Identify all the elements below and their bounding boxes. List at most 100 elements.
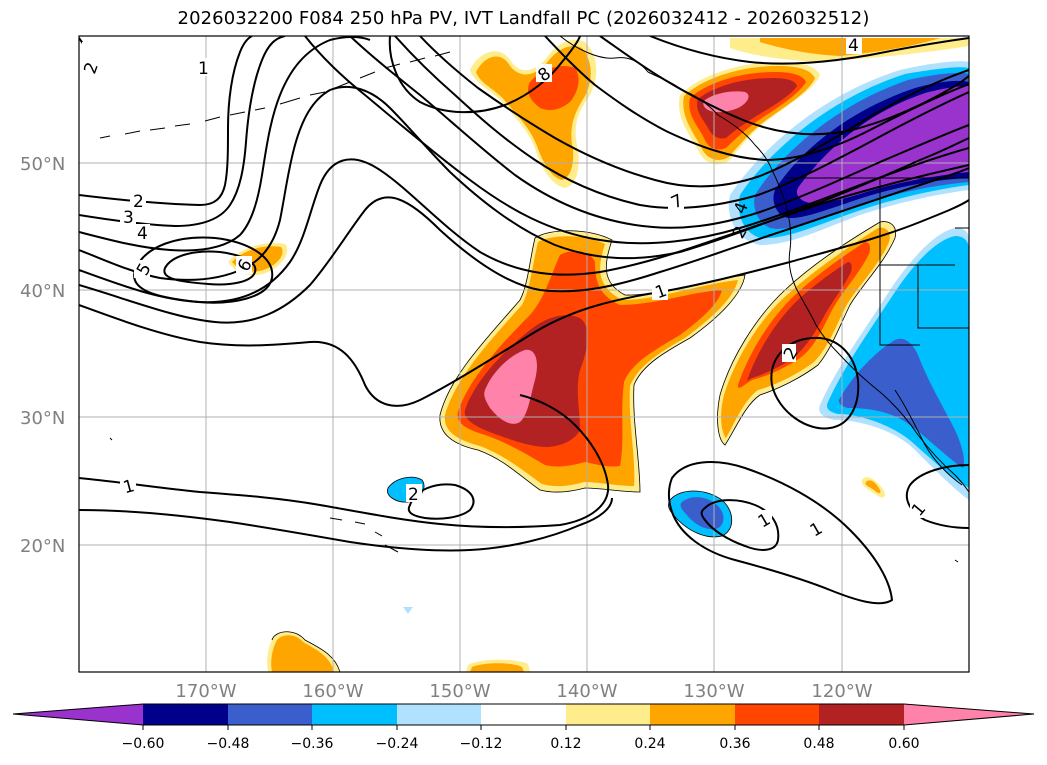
lat-label-20n: 20°N: [20, 536, 65, 557]
pv-contour-14: [544, 36, 969, 162]
pos-baja-patch-c7: [865, 480, 881, 493]
lat-label-40n: 40°N: [20, 281, 65, 302]
pv-contour-subtrop-1: [668, 461, 894, 605]
lon-label-150w: 150°W: [429, 681, 490, 702]
pv-contour-2-hawaii: [407, 483, 475, 520]
pv-contour-subtrop-2: [700, 499, 780, 551]
pv-contour-north-8: [388, 36, 581, 114]
neg-region-coast-c2: [838, 338, 965, 468]
lat-labels: 50°N 40°N 30°N 20°N: [20, 154, 65, 557]
label-bg: [82, 42, 98, 76]
pv-label-1-south: 1: [121, 476, 137, 498]
outline-plume: [439, 230, 746, 493]
cb-label-1: −0.60: [122, 736, 165, 752]
neg-region-pnw-core: [796, 86, 969, 204]
label-bg: [406, 484, 422, 502]
colorbar-bin-6: [566, 704, 650, 725]
pv-label-4-a: 4: [137, 224, 148, 244]
pv-label-2-hawaii: 2: [408, 485, 419, 505]
pv-contour-south-2: [79, 497, 613, 552]
lon-label-130w: 130°W: [683, 681, 744, 702]
colorbar-bin-7: [650, 704, 735, 725]
colorbar-bin-3: [312, 704, 397, 725]
label-bg: [536, 64, 552, 82]
pv-contour-11: [419, 36, 969, 188]
pv-label-4-top: 4: [848, 36, 859, 56]
lat-label-50n: 50°N: [20, 154, 65, 175]
island-small-2: [954, 559, 959, 563]
pv-contour-10: [394, 36, 969, 209]
colorbar-extend-left: [13, 704, 143, 725]
label-bg: [846, 36, 862, 54]
pv-contour-2: [79, 167, 969, 324]
label-bg: [782, 344, 796, 362]
label-bg: [130, 192, 146, 210]
map-frame: [78, 35, 970, 673]
pv-contour-ellipse-inner: [163, 250, 257, 286]
colorbar: −0.60 −0.48 −0.36 −0.24 −0.12 0.12 0.24 …: [12, 703, 1035, 752]
pv-contour-east-1: [905, 464, 969, 529]
cb-label-5: −0.12: [460, 736, 503, 752]
label-bg: [652, 282, 668, 300]
pv-contour-13: [599, 36, 969, 136]
lat-label-30n: 30°N: [20, 408, 65, 429]
label-bg: [668, 192, 684, 210]
pv-contour-ellipse-outer: [133, 236, 274, 304]
colorbar-bin-4: [397, 704, 481, 725]
pv-label-2-a: 2: [133, 192, 144, 212]
neg-patch-small: [403, 607, 413, 614]
gulf-of-california: [894, 389, 963, 486]
lon-label-120w: 120°W: [811, 681, 872, 702]
pv-contour-5: [79, 36, 371, 252]
border-states: [879, 178, 969, 346]
cb-label-8: 0.36: [719, 736, 750, 752]
cb-label-2: −0.48: [207, 736, 250, 752]
pv-contour-9: [349, 36, 969, 229]
pv-contour-south-1: [79, 394, 610, 529]
colorbar-extend-right: [904, 704, 1034, 725]
colorbar-ticks: [142, 725, 905, 730]
label-bg: [120, 476, 136, 494]
colorbar-bin-8: [735, 704, 819, 725]
pv-contour-1: [79, 199, 969, 407]
pos-plume-core: [484, 349, 537, 424]
pv-label-3-a: 3: [123, 208, 134, 228]
label-bg: [134, 260, 150, 278]
pv-contour-labels: 1 2 3 4 5 6 7 8 4 4 2 1 1 2 1 1 2 1 2: [80, 36, 930, 541]
colorbar-bin-2: [228, 704, 312, 725]
cb-label-9: 0.48: [803, 736, 834, 752]
lon-labels: 170°W 160°W 150°W 140°W 130°W 120°W: [175, 681, 872, 702]
island-small-1: [109, 437, 113, 441]
lon-label-160w: 160°W: [302, 681, 363, 702]
cb-label-6: 0.12: [550, 736, 581, 752]
cb-label-4: −0.24: [376, 736, 419, 752]
ivt-shading: [228, 38, 969, 672]
cb-label-3: −0.36: [291, 736, 334, 752]
pos-bottom-2-c7: [470, 663, 524, 672]
pos-coast-c9: [747, 262, 852, 381]
pv-label-1-a: 1: [198, 59, 209, 79]
label-bg: [236, 256, 252, 274]
cb-label-7: 0.24: [634, 736, 665, 752]
pv-contour-7: [79, 36, 253, 207]
pos-bottom-1-c7: [271, 635, 334, 672]
pv-contour-6: [79, 36, 286, 228]
lon-label-170w: 170°W: [175, 681, 236, 702]
label-bg: [196, 58, 210, 76]
gridlines: [79, 36, 969, 672]
page-title: 2026032200 F084 250 hPa PV, IVT Landfall…: [177, 8, 870, 29]
cb-label-10: 0.60: [888, 736, 919, 752]
label-bg: [134, 224, 150, 242]
colorbar-bin-9: [819, 704, 904, 725]
lon-label-140w: 140°W: [556, 681, 617, 702]
label-bg: [120, 208, 136, 226]
pv-contour-coast-1: [770, 336, 860, 430]
pv-contour-12: [649, 36, 969, 65]
label-bg: [808, 520, 824, 538]
label-bg: [756, 510, 772, 528]
colorbar-bin-1: [143, 704, 228, 725]
label-bg: [910, 500, 924, 518]
hawaii-islands: [329, 517, 399, 553]
pv-contour-8: [304, 36, 969, 245]
